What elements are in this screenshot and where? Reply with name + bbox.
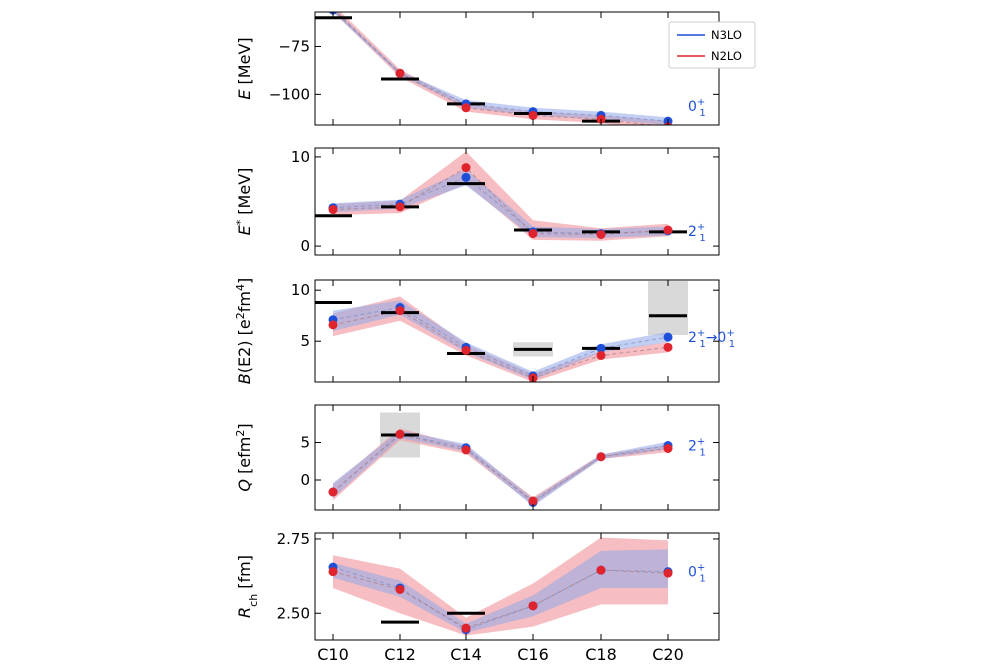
n2lo-uncertainty-band bbox=[333, 151, 668, 241]
n2lo-point bbox=[528, 229, 538, 239]
y-axis-label: Q [efm2] bbox=[234, 423, 255, 491]
n2lo-point bbox=[328, 320, 338, 330]
x-tick-label-c14: C14 bbox=[450, 645, 482, 664]
y-axis-label: E* [MeV] bbox=[234, 168, 255, 236]
n2lo-point bbox=[395, 306, 405, 316]
exp-uncertainty-box bbox=[648, 281, 688, 336]
x-tick-label-c20: C20 bbox=[652, 645, 684, 664]
n2lo-point bbox=[330, 12, 336, 13]
y-tick-label: 5 bbox=[300, 332, 310, 350]
n2lo-point bbox=[461, 445, 471, 455]
plot-area bbox=[315, 12, 673, 125]
panel-frame bbox=[314, 279, 720, 383]
plot-area bbox=[328, 537, 673, 636]
x-tick-label-c18: C18 bbox=[585, 645, 617, 664]
y-tick-label: −100 bbox=[269, 85, 310, 103]
n2lo-point bbox=[461, 623, 471, 633]
legend-n3lo-label: N3LO bbox=[711, 28, 742, 42]
n2lo-dashed-line bbox=[332, 569, 669, 629]
n2lo-point bbox=[461, 103, 471, 113]
n2lo-point bbox=[528, 110, 538, 120]
n3lo-uncertainty-band bbox=[333, 549, 668, 633]
n3lo-dashed-line bbox=[334, 12, 669, 122]
plot-area bbox=[315, 151, 687, 241]
y-tick-label: 10 bbox=[291, 281, 310, 299]
y-axis-label: Rch [fm] bbox=[235, 555, 260, 618]
n2lo-point bbox=[596, 452, 606, 462]
y-tick-label: 2.50 bbox=[277, 604, 310, 622]
n2lo-point bbox=[395, 429, 405, 439]
n3lo-dashed-line bbox=[332, 566, 669, 631]
n3lo-uncertainty-band bbox=[333, 169, 668, 239]
n2lo-point bbox=[596, 229, 606, 239]
n3lo-point bbox=[596, 343, 606, 353]
n2lo-dashed-line bbox=[332, 433, 669, 502]
x-tick-label-c16: C16 bbox=[517, 645, 549, 664]
n2lo-point bbox=[328, 567, 338, 577]
legend: N3LO N2LO bbox=[668, 21, 756, 69]
y-tick-label: 2.75 bbox=[277, 530, 310, 548]
n2lo-point bbox=[663, 342, 673, 352]
n3lo-point bbox=[461, 172, 471, 182]
n3lo-dashed-line bbox=[332, 307, 669, 377]
panel-e: −100 −75 E [MeV] 0+ 1 bbox=[235, 11, 720, 126]
panel-be2: 5 10 B(E2) [e2fm4] 2+ 1→0+ 1 bbox=[234, 278, 736, 384]
panel-frame bbox=[314, 404, 720, 511]
x-tick-label-c10: C10 bbox=[317, 645, 349, 664]
n2lo-point bbox=[395, 202, 405, 212]
panel-frame bbox=[314, 147, 720, 256]
legend-n2lo-label: N2LO bbox=[711, 49, 742, 63]
n2lo-point bbox=[596, 565, 606, 575]
panel-estar: 0 10 E* [MeV] 2+ 1 bbox=[234, 147, 720, 256]
n2lo-point bbox=[461, 345, 471, 355]
y-tick-label: −75 bbox=[278, 37, 310, 55]
state-label: 0+ 1 bbox=[688, 563, 706, 585]
n2lo-point bbox=[528, 496, 538, 506]
y-axis-label: B(E2) [e2fm4] bbox=[234, 278, 255, 384]
y-tick-label: 5 bbox=[300, 434, 310, 452]
plot-area bbox=[328, 412, 673, 507]
x-tick-labels: C10 C12 C14 C16 C18 C20 bbox=[317, 645, 684, 664]
y-tick-label: 10 bbox=[291, 148, 310, 166]
n2lo-point bbox=[663, 225, 673, 235]
n2lo-point bbox=[461, 163, 471, 173]
n2lo-point bbox=[328, 487, 338, 497]
y-axis-label: E [MeV] bbox=[235, 37, 254, 99]
panel-rch: 2.50 2.75 Rch [fm] 0+ 1 bbox=[235, 530, 720, 641]
n2lo-point bbox=[395, 584, 405, 594]
state-label: 0+ 1 bbox=[688, 97, 706, 119]
panel-q: 0 5 Q [efm2] 2+ 1 bbox=[234, 404, 720, 511]
state-label: 2+ 1 bbox=[688, 222, 706, 244]
y-tick-label: 0 bbox=[300, 237, 310, 255]
n2lo-point bbox=[596, 350, 606, 360]
y-tick-label: 0 bbox=[300, 471, 310, 489]
n2lo-point bbox=[663, 568, 673, 578]
n2lo-point bbox=[663, 444, 673, 453]
n2lo-point bbox=[528, 601, 538, 611]
panel-frame bbox=[314, 532, 720, 641]
n2lo-point bbox=[328, 205, 338, 215]
n3lo-point bbox=[663, 332, 673, 342]
plot-area bbox=[315, 281, 688, 382]
panels: −100 −75 E [MeV] 0+ 1 0 10 E* [MeV] 2+ 1 5 10 B(E2) … bbox=[234, 11, 736, 641]
x-tick-label-c12: C12 bbox=[384, 645, 416, 664]
n2lo-dashed-line bbox=[332, 166, 669, 235]
n2lo-point bbox=[395, 68, 405, 78]
state-label: 2+ 1 bbox=[688, 437, 706, 459]
state-label: 2+ 1→0+ 1 bbox=[688, 328, 735, 350]
n2lo-dashed-line bbox=[336, 12, 656, 125]
